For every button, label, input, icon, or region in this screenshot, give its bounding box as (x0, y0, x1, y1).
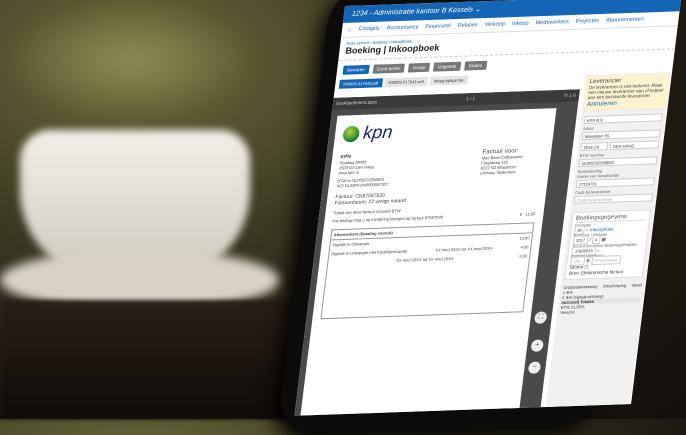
print-icon[interactable]: ⎙ (572, 92, 577, 98)
line-amount: 8,00 (519, 253, 528, 259)
currency: € (519, 211, 523, 217)
nav-verkoop[interactable]: Verkoop (484, 21, 506, 29)
pdf-viewer: SysAttachment.aspx 1 / 1 ↻ ⤓ ⎙ kpn KPN P… (294, 89, 580, 416)
line-period: XX mnd 20XX tot XX mnd 20XX (395, 255, 454, 263)
kvk-input[interactable]: 27124701 (575, 177, 656, 189)
invoice-total: 12,00 (525, 211, 536, 217)
viewer-filename: SysAttachment.aspx (335, 99, 378, 106)
deduction-note: Het bedrag mag u op mindering brengen op… (332, 214, 444, 224)
extra-actions-button[interactable]: Extra acties (372, 63, 406, 74)
iko-label: IKO (336, 183, 345, 189)
rotate-icon[interactable]: ↻ (563, 92, 569, 98)
booking-panel: Boekingsgegevens Dagboek 60 ⌕ Inkoopboek… (564, 209, 652, 280)
tab-pdf[interactable]: 000005-017543.pdf (338, 78, 383, 89)
company-web: www.kpn.nl (338, 169, 360, 176)
iko-value: NL30PKON0000587307 (344, 181, 389, 189)
supplier-name-input[interactable]: KPN B.V. (583, 113, 663, 125)
line-amount: 12,00 (519, 235, 530, 241)
next-button[interactable]: Volgende (433, 61, 462, 72)
calendar-icon[interactable]: ▦ (601, 236, 607, 242)
crown-logo-icon (342, 125, 361, 142)
cancel-link[interactable]: Annuleren (586, 100, 618, 109)
line-period: XX mnd 20XX tot XX mnd 20XX (435, 245, 493, 253)
nav-accountancy[interactable]: Accountancy (386, 24, 419, 32)
nav-projecten[interactable]: Projecten (575, 18, 600, 25)
nav-abonnementen[interactable]: Abonnementen (605, 16, 645, 24)
page-indicator: 1 / 1 (465, 96, 476, 102)
fit-page-button[interactable]: ⛶ (533, 311, 548, 324)
nav-financieel[interactable]: Financieel (424, 23, 451, 31)
kpn-logo: kpn (342, 116, 548, 144)
nav-relaties[interactable]: Relaties (457, 22, 478, 29)
customer-line: Limburg, Nederland (479, 169, 516, 176)
settings-icon[interactable]: ⚙ (585, 258, 591, 264)
invoice-line: Digitale tv-ontvanger (332, 240, 370, 248)
background-foliage (0, 0, 260, 120)
source-text: Bron: Elektronische factuur (568, 268, 624, 276)
nav-cockpits[interactable]: Cockpits (358, 25, 381, 33)
tablet-screen: 1234 - Administratie kantoor B Kessels ⌄… (294, 0, 682, 416)
warning-text: De leverancier is niet herkend. Maak een… (587, 82, 664, 101)
storno-label: Storno (569, 264, 584, 270)
zoom-out-button[interactable]: − (527, 361, 542, 374)
code-input[interactable]: Code bij leverancier (573, 193, 654, 205)
save-button[interactable]: Bewaren (342, 64, 370, 75)
city-input[interactable]: DEN HAAG (609, 140, 660, 151)
description-input[interactable]: Omschrijving (590, 255, 622, 266)
column-header: Omschrijving (602, 282, 627, 289)
zoom-in-button[interactable]: + (530, 339, 544, 352)
btw-input[interactable]: NL009292556B01 (578, 156, 658, 168)
supplier-warning: Leverancier De leverancier is niet herke… (582, 72, 672, 113)
column-header: Vanaf (631, 282, 643, 288)
invoice-table: Abonnement (Betaling vooruit) Digitale t… (320, 222, 535, 320)
storno-checkbox[interactable]: ☐ (584, 264, 589, 270)
close-button[interactable]: Sluiten (463, 60, 487, 71)
nav-inkoop[interactable]: Inkoop (511, 20, 529, 28)
home-icon[interactable]: ⌂ (347, 26, 352, 33)
add-attachment-tab[interactable]: Weeg bijlage toe (429, 75, 469, 86)
address-input[interactable]: Maanplein 55 (581, 129, 661, 141)
nav-medewerkers[interactable]: Medewerkers (535, 19, 570, 27)
postcode-input[interactable]: 2516 CK (580, 142, 609, 152)
previous-button[interactable]: Vorige (408, 62, 431, 73)
booking-lines: Grootboekrekening Omschrijving Vanaf 1 ⊕⊖ … (557, 280, 646, 317)
line-amount: 4,00 (520, 244, 529, 250)
invoice-page: kpn KPN Postbus 30000 2500 GA Den Haag w… (299, 108, 557, 416)
tab-xml[interactable]: 000005-017543.xml (383, 76, 429, 88)
